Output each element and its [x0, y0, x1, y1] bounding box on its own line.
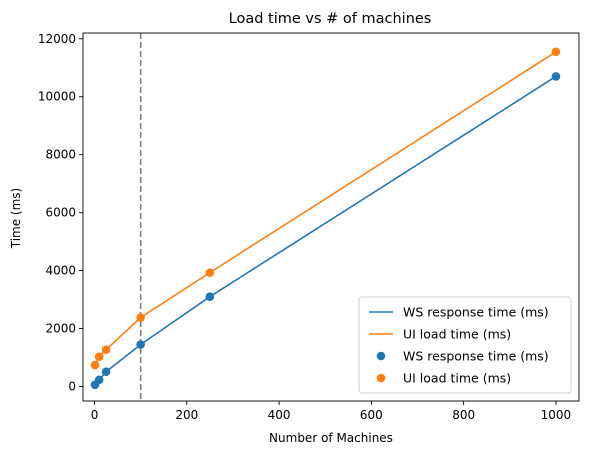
x-tick-label: 400	[268, 408, 291, 422]
legend-label: UI load time (ms)	[403, 327, 511, 342]
data-point-1-4	[205, 268, 215, 277]
y-tick-label: 8000	[45, 148, 76, 162]
x-tick-label: 800	[452, 408, 475, 422]
legend-label: UI load time (ms)	[403, 371, 511, 386]
data-point-0-3	[136, 340, 145, 349]
legend-marker-swatch	[376, 373, 386, 383]
x-tick-label: 600	[360, 408, 383, 422]
data-point-0-4	[205, 292, 215, 301]
legend-label: WS response time (ms)	[403, 305, 549, 320]
chart-title: Load time vs # of machines	[229, 11, 432, 27]
x-tick-label: 200	[175, 408, 198, 422]
data-point-1-0	[90, 360, 100, 370]
legend-marker-swatch	[376, 351, 386, 361]
y-axis-label: Time (ms)	[9, 188, 23, 250]
data-point-1-3	[136, 313, 145, 322]
y-tick-label: 10000	[38, 90, 76, 104]
data-point-1-1	[94, 352, 104, 361]
x-axis-label: Number of Machines	[269, 431, 393, 445]
data-point-0-1	[94, 375, 104, 385]
y-tick-label: 0	[68, 380, 76, 394]
axes-frame	[82, 32, 580, 402]
y-tick-label: 4000	[45, 264, 76, 278]
data-point-1-2	[101, 345, 111, 355]
y-tick-label: 2000	[45, 322, 76, 336]
legend-label: WS response time (ms)	[403, 349, 549, 364]
y-tick-label: 6000	[45, 206, 76, 220]
plot-area	[82, 32, 580, 402]
x-tick-label: 0	[91, 408, 99, 422]
data-point-0-5	[551, 72, 561, 81]
data-point-1-5	[551, 47, 561, 57]
legend-box	[358, 296, 572, 394]
x-tick-label: 1000	[541, 408, 572, 422]
axis-ticks: 0 200 400 600 800 100002000400060008000100001…	[38, 32, 571, 422]
data-point-0-2	[101, 367, 111, 377]
y-tick-label: 12000	[38, 32, 76, 46]
legend: WS response time (ms) UI load time (ms) WS…	[358, 296, 572, 394]
